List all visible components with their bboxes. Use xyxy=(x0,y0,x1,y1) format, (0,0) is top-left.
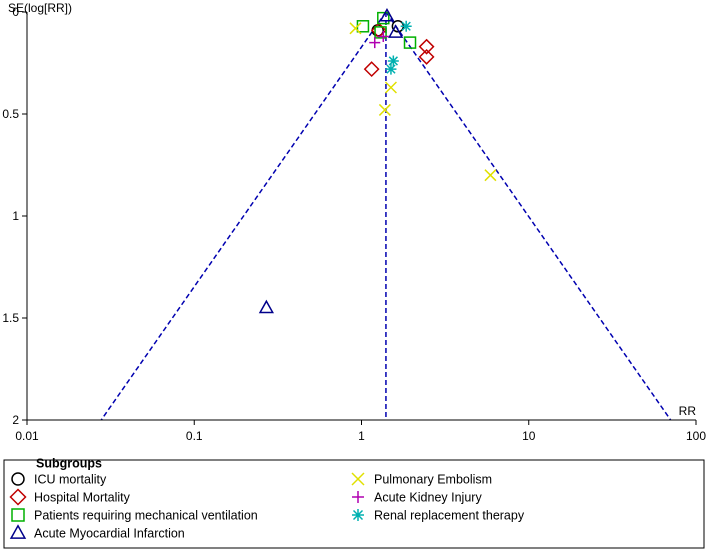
legend-label: ICU mortality xyxy=(34,473,107,487)
y-tick-label: 1.5 xyxy=(2,311,19,325)
legend-marker-asterisk xyxy=(352,509,364,521)
y-tick-label: 2 xyxy=(12,413,19,427)
data-point xyxy=(258,299,275,314)
series-asterisk xyxy=(385,20,412,75)
series-square xyxy=(356,11,417,49)
data-point xyxy=(388,24,404,38)
data-point xyxy=(378,103,391,116)
data-point xyxy=(384,81,397,94)
series-x xyxy=(349,22,497,182)
data-point xyxy=(418,48,435,65)
legend-label: Renal replacement therapy xyxy=(374,509,525,523)
data-point xyxy=(400,20,412,32)
legend-marker-diamond xyxy=(9,488,27,506)
y-tick-label: 0.5 xyxy=(2,107,19,121)
data-point xyxy=(377,11,390,25)
series-plus xyxy=(369,30,389,49)
funnel-right-line xyxy=(385,11,672,421)
data-point xyxy=(484,169,497,182)
x-tick-label: 0.1 xyxy=(186,429,203,443)
x-tick-label: 1 xyxy=(358,429,365,443)
legend-label: Acute Kidney Injury xyxy=(374,491,482,505)
legend: Subgroups ICU mortality Hospital Mortalit… xyxy=(3,456,705,549)
legend-marker-x xyxy=(351,472,365,486)
plot-area xyxy=(100,7,672,421)
data-point xyxy=(385,63,397,75)
legend-label: Patients requiring mechanical ventilatio… xyxy=(34,509,258,523)
legend-marker-square xyxy=(11,508,25,522)
y-tick-label: 1 xyxy=(12,209,19,223)
legend-marker-plus xyxy=(352,491,364,503)
funnel-left-line xyxy=(100,11,387,421)
legend-marker-circle xyxy=(11,472,25,486)
data-point xyxy=(356,20,370,33)
x-tick-label: 0.01 xyxy=(15,429,39,443)
data-point xyxy=(363,61,380,78)
y-tick-label: 0 xyxy=(12,5,19,19)
data-point xyxy=(387,55,399,67)
x-axis-title: RR xyxy=(679,404,697,418)
data-point xyxy=(369,37,381,49)
legend-label: Acute Myocardial Infarction xyxy=(34,527,185,541)
data-point xyxy=(403,36,417,49)
data-point xyxy=(377,30,389,42)
series-triangle xyxy=(258,7,404,314)
legend-label: Hospital Mortality xyxy=(34,491,131,505)
x-tick-label: 10 xyxy=(522,429,536,443)
data-point xyxy=(379,7,395,22)
legend-title: Subgroups xyxy=(36,456,102,470)
x-tick-label: 100 xyxy=(686,429,706,443)
data-point xyxy=(374,26,387,39)
legend-label: Pulmonary Embolism xyxy=(374,473,492,487)
data-point xyxy=(349,22,362,35)
legend-marker-triangle xyxy=(9,524,27,539)
data-point xyxy=(418,38,435,55)
